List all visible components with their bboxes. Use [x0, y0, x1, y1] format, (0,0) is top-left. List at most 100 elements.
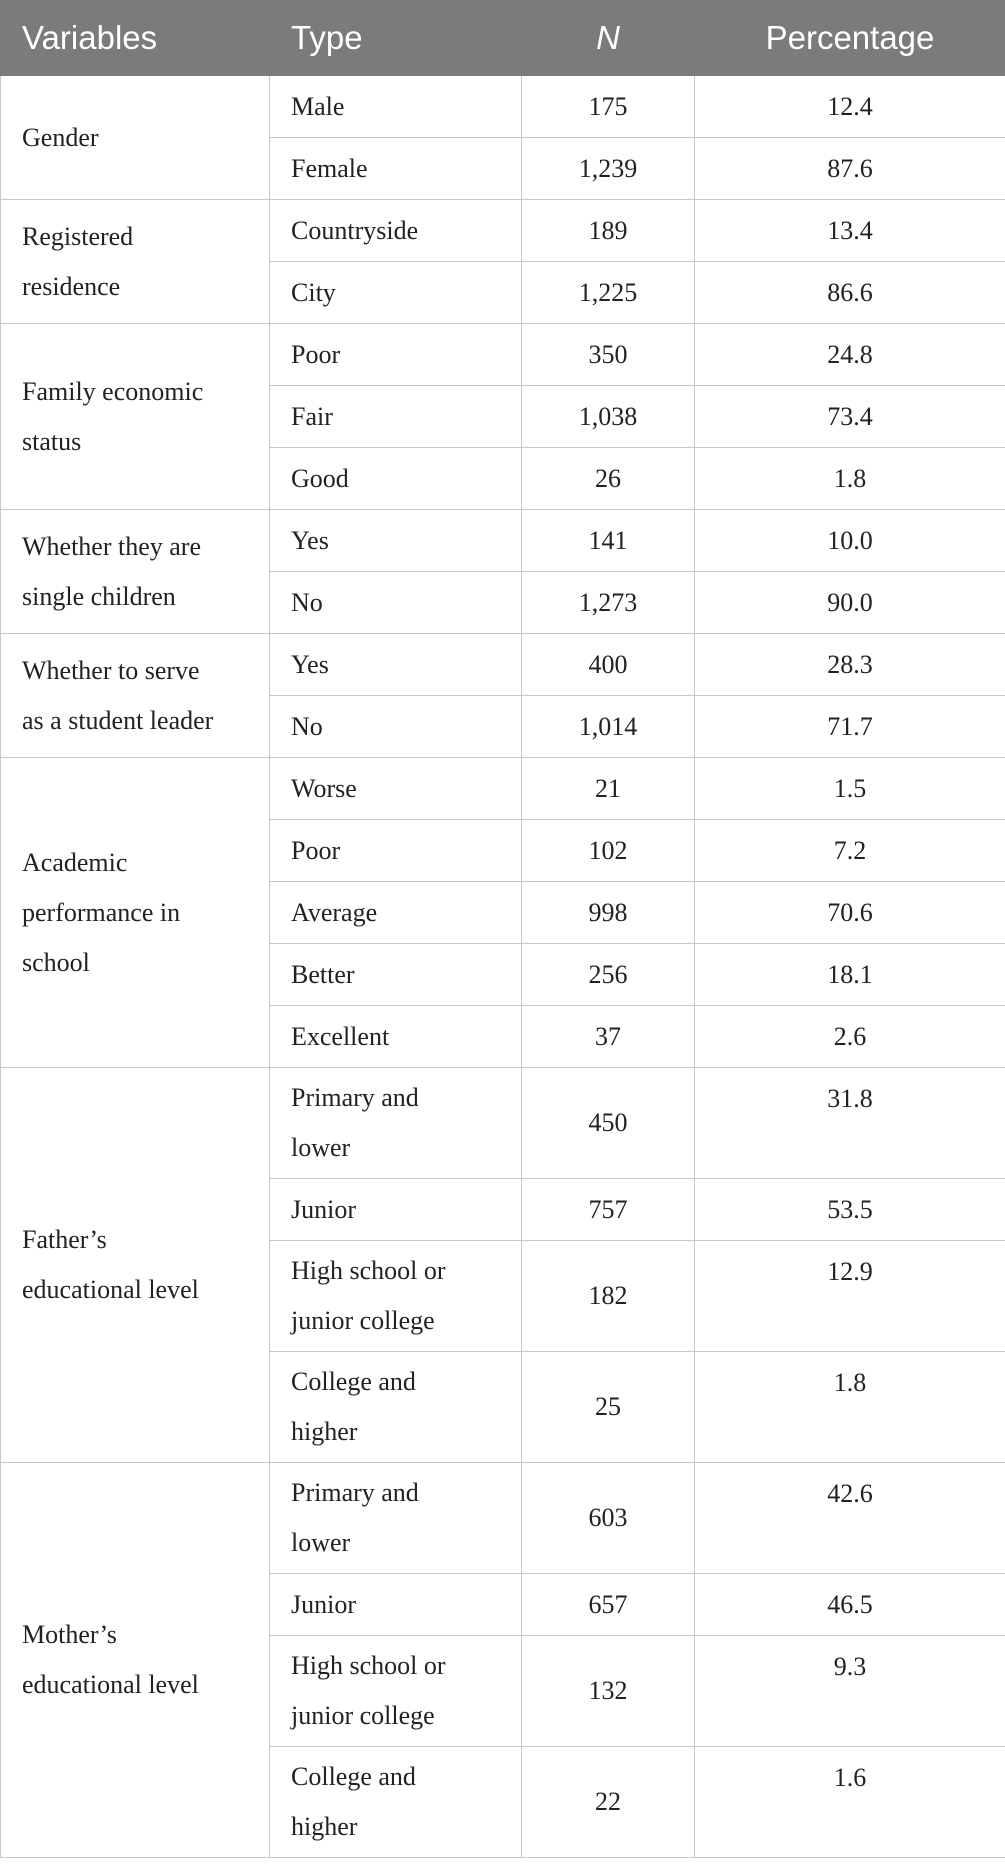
- percentage-cell: 31.8: [694, 1067, 1005, 1179]
- variable-cell: Father’s educational level: [0, 1067, 270, 1463]
- n-cell: 21: [521, 757, 695, 820]
- n-cell: 757: [521, 1178, 695, 1241]
- text-line: educational level: [22, 1670, 199, 1699]
- variable-cell: Gender: [0, 75, 270, 200]
- percentage-cell: 12.4: [694, 75, 1005, 138]
- percentage-cell: 1.8: [694, 1351, 1005, 1463]
- percentage-cell: 90.0: [694, 571, 1005, 634]
- percentage-cell: 10.0: [694, 509, 1005, 572]
- text-line: lower: [291, 1528, 351, 1557]
- table-row: No 1,014 71.7: [1, 695, 1005, 758]
- table-row: College and higher 25 1.8: [1, 1351, 1005, 1463]
- text-line: junior college: [291, 1306, 435, 1335]
- header-cell: Type: [269, 0, 522, 76]
- type-cell: High school or junior college: [269, 1240, 522, 1352]
- header-cell: N: [521, 0, 695, 76]
- type-cell: Primary and lower: [269, 1067, 522, 1179]
- percentage-cell: 13.4: [694, 199, 1005, 262]
- type-cell: Average: [269, 881, 522, 944]
- percentage-cell: 70.6: [694, 881, 1005, 944]
- table-row: Whether to serve as a student leader Yes 40…: [0, 633, 1005, 758]
- type-cell: Countryside: [269, 199, 522, 262]
- text-line: Whether they are: [22, 531, 202, 561]
- table-row: Good 26 1.8: [1, 447, 1005, 510]
- type-cell: Yes: [269, 633, 522, 696]
- text-line: as a student leader: [22, 705, 214, 735]
- variable-cell: Whether they are single children: [0, 509, 270, 634]
- text-line: higher: [291, 1417, 358, 1446]
- type-cell: Poor: [269, 323, 522, 386]
- variable-cell: Whether to serve as a student leader: [0, 633, 270, 758]
- percentage-cell: 24.8: [694, 323, 1005, 386]
- text-line: Poor: [291, 835, 341, 865]
- text-line: lower: [291, 1133, 351, 1162]
- text-line: Good: [291, 463, 349, 493]
- text-line: Excellent: [291, 1021, 390, 1051]
- table-row: Family economic status Poor 350 24.8: [0, 323, 1005, 510]
- percentage-cell: 1.5: [694, 757, 1005, 820]
- text-line: Worse: [291, 773, 357, 803]
- text-line: junior college: [291, 1701, 435, 1730]
- type-cell: Worse: [269, 757, 522, 820]
- table-row: Father’s educational level Primary and lowe…: [0, 1067, 1005, 1463]
- text-line: Yes: [291, 649, 329, 679]
- n-cell: 1,038: [521, 385, 695, 448]
- header-cell: Variables: [0, 0, 270, 76]
- variable-cell: Mother’s educational level: [0, 1462, 270, 1858]
- text-line: performance in: [22, 897, 181, 927]
- n-cell: 657: [521, 1573, 695, 1636]
- text-line: Mother’s: [22, 1620, 117, 1649]
- n-cell: 22: [521, 1746, 695, 1858]
- type-cell: College and higher: [269, 1351, 522, 1463]
- type-cell: College and higher: [269, 1746, 522, 1858]
- text-line: Male: [291, 91, 345, 121]
- table-row: Registered residence Countryside 189 13.4: [0, 199, 1005, 324]
- table-row: Gender Male 175 12.4: [0, 75, 1005, 200]
- text-line: City: [291, 277, 336, 307]
- text-line: higher: [291, 1812, 358, 1841]
- table-row: College and higher 22 1.6: [1, 1746, 1005, 1858]
- table-row: Academic performance in school Worse 21 1.5: [0, 757, 1005, 1068]
- text-line: Average: [291, 897, 378, 927]
- type-cell: High school or junior college: [269, 1635, 522, 1747]
- text-line: status: [22, 426, 82, 456]
- table-row: Junior 757 53.5: [1, 1178, 1005, 1241]
- n-cell: 1,273: [521, 571, 695, 634]
- text-line: Poor: [291, 339, 341, 369]
- text-line: Whether to serve: [22, 655, 200, 685]
- n-cell: 189: [521, 199, 695, 262]
- type-cell: Better: [269, 943, 522, 1006]
- text-line: High school or: [291, 1256, 446, 1285]
- percentage-cell: 28.3: [694, 633, 1005, 696]
- n-cell: 400: [521, 633, 695, 696]
- table-row: Female 1,239 87.6: [1, 137, 1005, 200]
- type-cell: Excellent: [269, 1005, 522, 1068]
- text-line: educational level: [22, 1275, 199, 1304]
- n-cell: 1,014: [521, 695, 695, 758]
- n-cell: 102: [521, 819, 695, 882]
- n-cell: 25: [521, 1351, 695, 1463]
- table-row: Junior 657 46.5: [1, 1573, 1005, 1636]
- text-line: Family economic: [22, 376, 204, 406]
- percentage-cell: 18.1: [694, 943, 1005, 1006]
- percentage-cell: 2.6: [694, 1005, 1005, 1068]
- variable-cell: Family economic status: [0, 323, 270, 510]
- text-line: High school or: [291, 1651, 446, 1680]
- text-line: Yes: [291, 525, 329, 555]
- variable-cell: Registered residence: [0, 199, 270, 324]
- type-cell: Poor: [269, 819, 522, 882]
- text-line: Father’s: [22, 1225, 107, 1254]
- n-cell: 350: [521, 323, 695, 386]
- percentage-cell: 42.6: [694, 1462, 1005, 1574]
- text-line: Fair: [291, 401, 333, 431]
- text-line: Primary and: [291, 1478, 419, 1507]
- percentage-cell: 9.3: [694, 1635, 1005, 1747]
- text-line: Primary and: [291, 1083, 419, 1112]
- text-line: Countryside: [291, 215, 419, 245]
- n-cell: 141: [521, 509, 695, 572]
- table-row: Mother’s educational level Primary and lowe…: [0, 1462, 1005, 1858]
- n-cell: 37: [521, 1005, 695, 1068]
- n-cell: 1,225: [521, 261, 695, 324]
- text-line: No: [291, 711, 323, 741]
